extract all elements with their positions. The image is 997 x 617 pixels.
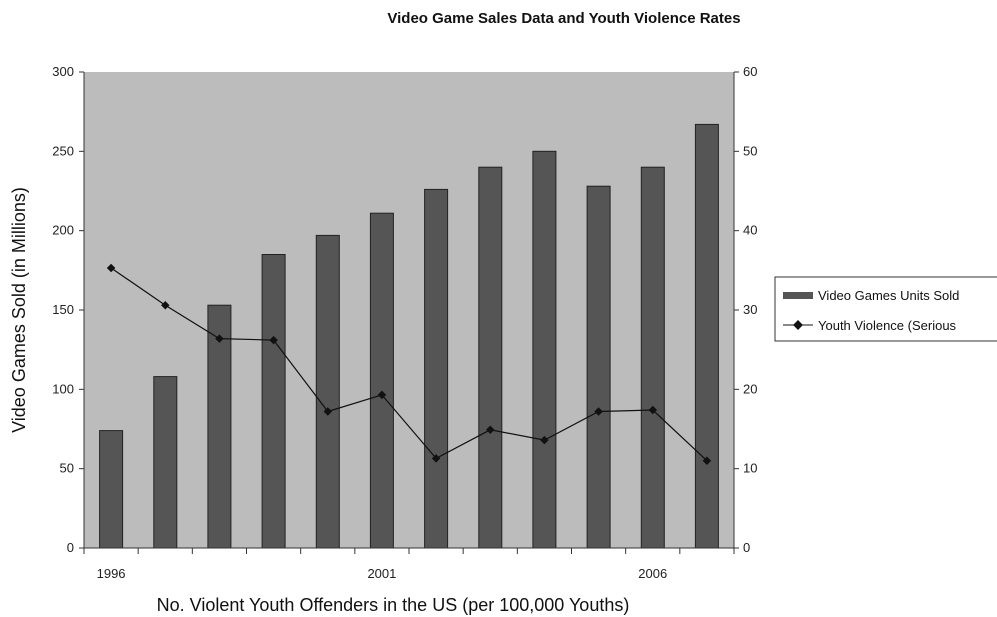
legend: Video Games Units Sold Youth Violence (S… [774, 276, 997, 342]
bar [153, 376, 178, 549]
y-tick-label: 100 [52, 381, 74, 396]
y2-tick-label: 40 [743, 223, 757, 238]
y-ticks-right: 0 10 20 30 40 50 60 [734, 64, 757, 555]
legend-bar-swatch [783, 292, 813, 299]
y-axis-title: Video Games Sold (in Millions) [9, 187, 29, 433]
y-tick-label: 150 [52, 302, 74, 317]
y-ticks-left: 0 50 100 150 200 250 300 [52, 64, 84, 555]
y2-tick-label: 30 [743, 302, 757, 317]
y-tick-label: 0 [67, 540, 74, 555]
line-point [594, 407, 603, 416]
y2-tick-label: 20 [743, 381, 757, 396]
bar [694, 123, 719, 549]
line-path [110, 267, 708, 462]
y-tick-label: 250 [52, 143, 74, 158]
y2-tick-label: 0 [743, 540, 750, 555]
bar [586, 185, 611, 549]
line-point [431, 454, 441, 463]
bar-series [99, 123, 719, 549]
x-tick-label: 1996 [97, 566, 126, 581]
x-ticks: 1996 2001 2006 [83, 548, 735, 581]
legend-label-bars: Video Games Units Sold [818, 288, 959, 303]
bar [99, 430, 124, 549]
legend-diamond-marker [793, 320, 803, 330]
y2-tick-label: 10 [743, 461, 757, 476]
line-point [215, 334, 224, 343]
line-point [377, 390, 387, 400]
line-point [161, 300, 170, 310]
chart-title: Video Game Sales Data and Youth Violence… [387, 10, 740, 27]
bar [478, 166, 503, 549]
bar [640, 166, 665, 549]
bar [532, 150, 557, 549]
y2-tick-label: 60 [743, 64, 757, 79]
line-point [323, 407, 333, 416]
bar [315, 234, 340, 549]
line-point [648, 405, 658, 415]
bar [424, 188, 449, 549]
line-point [106, 263, 116, 273]
line-point [269, 335, 278, 345]
x-axis-title: No. Violent Youth Offenders in the US (p… [157, 595, 630, 615]
bar [369, 212, 394, 549]
line-point [486, 425, 495, 435]
bar [261, 254, 286, 549]
y2-tick-label: 50 [743, 143, 757, 158]
legend-box [774, 276, 997, 342]
y-tick-label: 300 [52, 64, 74, 79]
line-point [540, 435, 549, 445]
x-tick-label: 2006 [638, 566, 667, 581]
plot-area [84, 72, 734, 548]
legend-label-line: Youth Violence (Serious [818, 318, 957, 333]
x-tick-label: 2001 [367, 566, 396, 581]
line-point [702, 456, 712, 465]
y-tick-label: 50 [60, 461, 74, 476]
line-series [106, 263, 712, 465]
y-tick-label: 200 [52, 223, 74, 238]
